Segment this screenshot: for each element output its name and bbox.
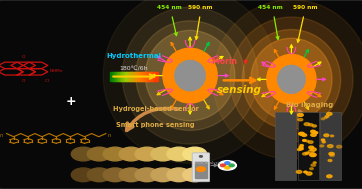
Ellipse shape (278, 65, 305, 93)
Circle shape (299, 148, 303, 150)
Circle shape (300, 145, 303, 146)
Bar (132, 72, 135, 81)
Text: $\rm n$: $\rm n$ (107, 132, 111, 139)
Circle shape (320, 145, 324, 147)
Ellipse shape (175, 60, 205, 91)
Text: $\rm NHMe$: $\rm NHMe$ (49, 67, 64, 74)
Circle shape (298, 113, 303, 116)
Text: sensing: sensing (218, 85, 262, 95)
Circle shape (309, 146, 314, 149)
Ellipse shape (87, 147, 111, 161)
Bar (118, 72, 121, 81)
Ellipse shape (136, 21, 244, 130)
Ellipse shape (119, 168, 143, 182)
Bar (140, 72, 143, 81)
Circle shape (302, 134, 307, 136)
Circle shape (311, 133, 316, 136)
Ellipse shape (103, 0, 277, 163)
Ellipse shape (167, 168, 191, 182)
Ellipse shape (242, 29, 341, 129)
Ellipse shape (71, 147, 95, 161)
Ellipse shape (183, 147, 207, 161)
Bar (142, 72, 144, 81)
Bar (128, 72, 130, 81)
Bar (135, 72, 138, 81)
Circle shape (218, 161, 236, 170)
Ellipse shape (119, 147, 143, 161)
Circle shape (199, 156, 202, 157)
Bar (131, 72, 133, 81)
Ellipse shape (183, 168, 207, 182)
Circle shape (328, 145, 333, 148)
Ellipse shape (135, 147, 159, 161)
Ellipse shape (167, 147, 191, 161)
Circle shape (327, 175, 332, 178)
Circle shape (304, 123, 310, 125)
Circle shape (331, 135, 334, 137)
Circle shape (304, 171, 307, 173)
Bar (148, 72, 150, 81)
Bar (114, 72, 116, 81)
Circle shape (330, 154, 334, 156)
Bar (126, 72, 129, 81)
Circle shape (296, 170, 302, 173)
Bar (110, 72, 113, 81)
Circle shape (337, 145, 342, 148)
Circle shape (299, 146, 303, 148)
Circle shape (306, 172, 312, 175)
Circle shape (220, 164, 226, 167)
Circle shape (321, 139, 325, 141)
Text: $\rm O$: $\rm O$ (21, 53, 26, 60)
Circle shape (225, 166, 230, 169)
Text: Hydrogel-based sensor: Hydrogel-based sensor (113, 106, 199, 112)
Circle shape (310, 168, 313, 170)
Bar (129, 72, 131, 81)
Text: $\rm n$: $\rm n$ (0, 132, 4, 139)
Bar (134, 72, 136, 81)
Ellipse shape (151, 168, 175, 182)
Circle shape (324, 134, 329, 137)
Ellipse shape (145, 30, 235, 121)
Circle shape (298, 119, 303, 121)
Ellipse shape (230, 17, 353, 142)
Ellipse shape (71, 168, 95, 182)
Circle shape (306, 140, 309, 142)
Text: RGB Analysis: RGB Analysis (195, 161, 221, 165)
Circle shape (325, 115, 329, 117)
Circle shape (311, 130, 316, 133)
Ellipse shape (103, 168, 127, 182)
Ellipse shape (212, 0, 362, 159)
Text: Hydrothermal: Hydrothermal (106, 53, 161, 59)
Bar (298, 112, 319, 180)
Circle shape (313, 162, 316, 163)
Circle shape (225, 162, 230, 164)
Ellipse shape (122, 7, 258, 144)
Circle shape (197, 167, 205, 171)
Text: ★: ★ (242, 57, 248, 66)
Bar (150, 72, 152, 81)
Circle shape (308, 141, 313, 143)
Text: Morin: Morin (212, 57, 240, 66)
Bar (320, 112, 341, 180)
Circle shape (321, 118, 325, 120)
Circle shape (305, 152, 309, 154)
Text: Bio imaging: Bio imaging (286, 102, 333, 108)
Text: Smart phone sensing: Smart phone sensing (117, 122, 195, 128)
Bar (137, 72, 139, 81)
Circle shape (314, 132, 318, 134)
Bar (145, 72, 147, 81)
Bar (115, 72, 117, 81)
Text: 454 nm: 454 nm (258, 5, 283, 9)
Bar (147, 72, 149, 81)
Ellipse shape (135, 168, 159, 182)
Circle shape (311, 130, 315, 133)
Bar (120, 72, 122, 81)
Text: +: + (65, 95, 76, 108)
Ellipse shape (163, 48, 217, 103)
Bar (112, 72, 114, 81)
Bar (123, 72, 125, 81)
Bar (156, 72, 158, 81)
Circle shape (229, 164, 234, 167)
Circle shape (308, 124, 313, 126)
